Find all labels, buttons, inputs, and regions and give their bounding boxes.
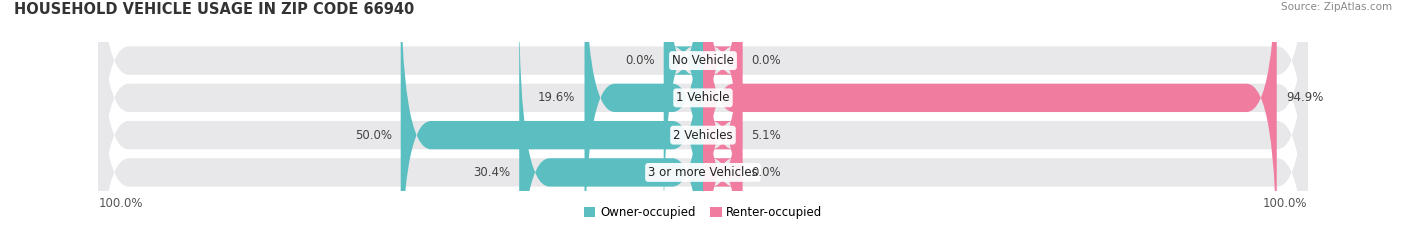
Text: 100.0%: 100.0%: [98, 197, 143, 210]
FancyBboxPatch shape: [98, 0, 1308, 233]
Legend: Owner-occupied, Renter-occupied: Owner-occupied, Renter-occupied: [579, 201, 827, 224]
Text: 0.0%: 0.0%: [751, 166, 780, 179]
FancyBboxPatch shape: [703, 0, 742, 233]
Text: 3 or more Vehicles: 3 or more Vehicles: [648, 166, 758, 179]
FancyBboxPatch shape: [98, 0, 1308, 233]
Text: Source: ZipAtlas.com: Source: ZipAtlas.com: [1281, 2, 1392, 12]
Text: No Vehicle: No Vehicle: [672, 54, 734, 67]
FancyBboxPatch shape: [703, 0, 742, 233]
Text: 0.0%: 0.0%: [626, 54, 655, 67]
FancyBboxPatch shape: [664, 0, 703, 233]
Text: HOUSEHOLD VEHICLE USAGE IN ZIP CODE 66940: HOUSEHOLD VEHICLE USAGE IN ZIP CODE 6694…: [14, 2, 415, 17]
FancyBboxPatch shape: [703, 0, 1277, 233]
Text: 19.6%: 19.6%: [538, 91, 575, 104]
FancyBboxPatch shape: [401, 0, 703, 233]
Text: 100.0%: 100.0%: [1263, 197, 1308, 210]
Text: 30.4%: 30.4%: [472, 166, 510, 179]
Text: 0.0%: 0.0%: [751, 54, 780, 67]
Text: 2 Vehicles: 2 Vehicles: [673, 129, 733, 142]
FancyBboxPatch shape: [585, 0, 703, 233]
Text: 5.1%: 5.1%: [751, 129, 782, 142]
Text: 50.0%: 50.0%: [354, 129, 392, 142]
Text: 94.9%: 94.9%: [1286, 91, 1323, 104]
FancyBboxPatch shape: [703, 0, 742, 233]
FancyBboxPatch shape: [98, 0, 1308, 233]
FancyBboxPatch shape: [519, 0, 703, 233]
FancyBboxPatch shape: [98, 0, 1308, 233]
Text: 1 Vehicle: 1 Vehicle: [676, 91, 730, 104]
